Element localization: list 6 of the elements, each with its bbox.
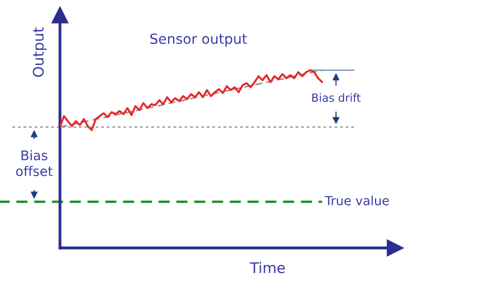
text: Sensor output [150, 33, 247, 47]
text: Bias offset [16, 150, 53, 176]
ref-line-label: True value [324, 196, 389, 206]
y-axis-title: Output [32, 27, 47, 77]
x-axis-title: Time [250, 262, 285, 274]
annotation: Bias drift [312, 93, 361, 102]
